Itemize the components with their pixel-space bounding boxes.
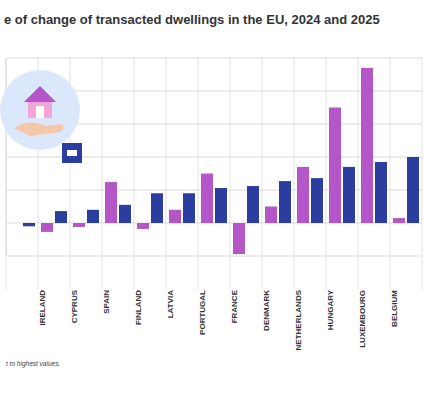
bar xyxy=(41,223,53,232)
icon xyxy=(0,70,82,163)
bar xyxy=(151,193,163,223)
category-divider xyxy=(102,58,103,290)
grid-line xyxy=(6,58,422,59)
bar xyxy=(297,167,309,223)
category-label: FINLAND xyxy=(134,290,143,325)
bar xyxy=(55,211,67,223)
category-label: PORTUGAL xyxy=(198,290,207,335)
category-label: SPAIN xyxy=(102,290,111,314)
bar xyxy=(247,186,259,223)
bar xyxy=(329,108,341,224)
category-divider xyxy=(390,58,391,290)
bar xyxy=(279,181,291,223)
icon-roof xyxy=(24,86,56,102)
category-divider xyxy=(326,58,327,290)
bar xyxy=(105,182,117,223)
footnote: t to highest values. xyxy=(6,360,60,368)
grid-line xyxy=(6,256,422,257)
category-label: CYPRUS xyxy=(70,289,79,323)
category-divider xyxy=(230,58,231,290)
bar xyxy=(169,210,181,223)
bar xyxy=(375,162,387,223)
category-divider xyxy=(358,58,359,290)
bar xyxy=(393,218,405,223)
icon-circle xyxy=(0,70,80,150)
category-divider xyxy=(294,58,295,290)
bar xyxy=(265,207,277,224)
chart: e of change of transacted dwellings in t… xyxy=(0,0,428,400)
bar xyxy=(311,178,323,223)
icon-door xyxy=(36,106,44,118)
icon-hand xyxy=(14,122,64,136)
bars xyxy=(23,68,419,254)
bar xyxy=(137,223,149,229)
category-label: NETHERLANDS xyxy=(294,289,303,350)
category-label: LUXEMBOURG xyxy=(358,290,367,348)
category-label: HUNGARY xyxy=(326,289,335,330)
category-label: BELGIUM xyxy=(390,290,399,327)
category-divider xyxy=(422,58,423,290)
bar xyxy=(407,157,419,223)
bar xyxy=(183,193,195,223)
axis-line xyxy=(6,58,7,256)
category-label: LATVIA xyxy=(166,290,175,319)
bar xyxy=(343,167,355,223)
bar xyxy=(23,223,35,226)
title: e of change of transacted dwellings in t… xyxy=(4,12,380,27)
bar xyxy=(201,174,213,224)
category-label: IRELAND xyxy=(38,290,47,326)
icon-square xyxy=(62,143,82,163)
category-divider xyxy=(134,58,135,290)
category-divider xyxy=(198,58,199,290)
bar xyxy=(73,223,85,227)
bar xyxy=(361,68,373,223)
category-divider xyxy=(166,58,167,290)
category-divider xyxy=(262,58,263,290)
category-label: DENMARK xyxy=(262,290,271,331)
bar xyxy=(233,223,245,254)
bar xyxy=(119,205,131,223)
bar xyxy=(215,188,227,223)
grid-line xyxy=(6,223,422,224)
grid-line xyxy=(6,190,422,191)
icon-house xyxy=(28,100,52,118)
category-label: FRANCE xyxy=(230,289,239,323)
icon-square-detail xyxy=(67,150,77,156)
bar xyxy=(87,210,99,223)
